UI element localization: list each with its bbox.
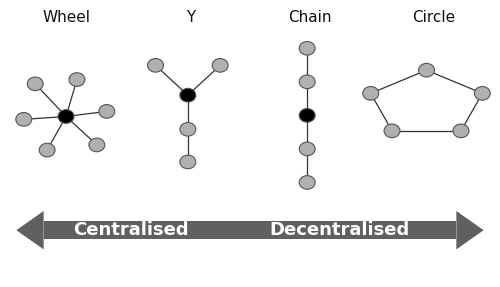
- Ellipse shape: [299, 176, 315, 189]
- Ellipse shape: [212, 59, 228, 72]
- Ellipse shape: [27, 77, 43, 91]
- Text: Centralised: Centralised: [73, 221, 188, 239]
- Ellipse shape: [16, 113, 32, 126]
- Ellipse shape: [299, 108, 315, 122]
- Ellipse shape: [474, 86, 490, 100]
- Ellipse shape: [299, 41, 315, 55]
- Ellipse shape: [180, 88, 196, 102]
- Ellipse shape: [58, 110, 74, 123]
- Ellipse shape: [89, 138, 105, 152]
- Ellipse shape: [418, 63, 434, 77]
- Ellipse shape: [148, 59, 164, 72]
- Ellipse shape: [299, 142, 315, 156]
- Text: Chain: Chain: [288, 10, 332, 25]
- Text: Y: Y: [186, 10, 195, 25]
- FancyBboxPatch shape: [44, 221, 457, 239]
- Ellipse shape: [384, 124, 400, 138]
- Ellipse shape: [99, 104, 115, 118]
- Ellipse shape: [363, 86, 378, 100]
- Text: Wheel: Wheel: [42, 10, 90, 25]
- Ellipse shape: [39, 143, 55, 157]
- Text: Decentralised: Decentralised: [270, 221, 410, 239]
- Ellipse shape: [299, 75, 315, 89]
- Polygon shape: [16, 211, 44, 249]
- Text: Circle: Circle: [412, 10, 456, 25]
- Polygon shape: [456, 211, 483, 249]
- Ellipse shape: [180, 155, 196, 169]
- Ellipse shape: [180, 123, 196, 136]
- Ellipse shape: [69, 73, 85, 86]
- Ellipse shape: [453, 124, 469, 138]
